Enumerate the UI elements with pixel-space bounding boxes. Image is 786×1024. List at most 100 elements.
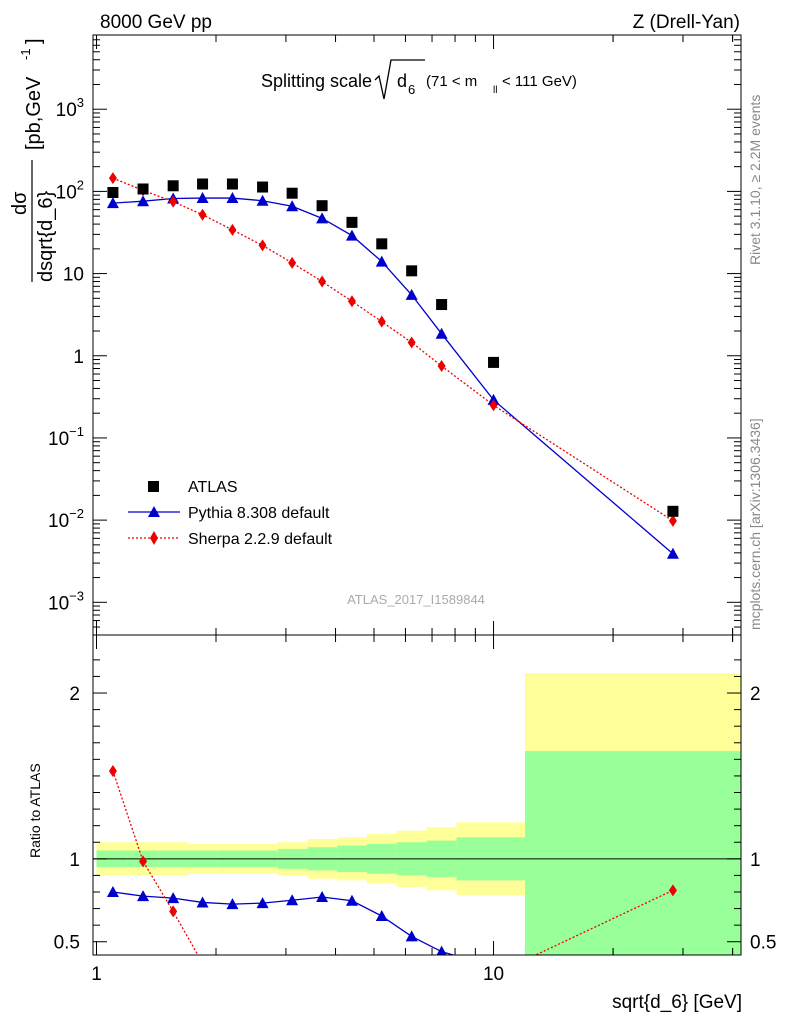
ratio-pythia-point [405,930,418,942]
ratio-pythia-point [375,910,388,922]
pythia-point [316,212,329,224]
atlas-point [226,178,238,190]
y-tick-label: 10 [63,265,84,286]
legend: ATLAS Pythia 8.308 default Sherpa 2.2.9 … [128,479,333,548]
sherpa-point [489,399,498,412]
ratio-y-tick-label-right: 1 [750,850,761,871]
ratio-sherpa-point [288,992,296,1004]
pythia-point [405,288,418,300]
sherpa-point [108,172,117,185]
ylabel-unit-sup: -1 [18,48,33,60]
y-tick-label: 1 [73,347,84,368]
ratio-y-tick-label-right: 0.5 [750,933,776,954]
x-axis-label: sqrt{d_6} [GeV] [612,992,742,1013]
x-tick-label: 1 [91,964,102,985]
legend-pythia-label: Pythia 8.308 default [188,505,330,522]
ratio-sherpa-point [228,974,236,986]
ylabel-unit-close: ] [23,38,45,44]
pythia-point [196,192,209,204]
sherpa-point [437,360,446,373]
ratio-sherpa-point [668,884,677,897]
atlas-point [257,181,269,193]
pythia-point [666,547,679,559]
atlas-point [436,299,448,311]
ratio-y-tick-label-right: 2 [750,684,761,705]
sherpa-point [169,195,178,208]
ratio-pythia-line [112,891,456,955]
atlas-point [406,265,418,277]
legend-atlas-marker [148,481,159,492]
pythia-point [137,195,150,207]
legend-sherpa-marker [150,531,158,545]
ratio-pythia-point [667,969,679,980]
pythia-point [226,192,239,204]
title-main: Splitting scale [261,71,372,91]
ratio-pythia-point [286,894,299,906]
ylabel-unit-open: [pb,GeV [23,76,45,150]
ratio-axes: 0.5 0.5 1 1 2 2 1 10 [54,635,776,985]
ratio-inner-band [524,751,741,955]
sherpa-point [258,239,267,252]
y-tick-label: 103 [56,95,84,121]
analysis-watermark: ATLAS_2017_I1589844 [347,592,485,607]
ratio-y-axis-label: Ratio to ATLAS [27,763,43,858]
atlas-point [167,180,179,192]
title-symbol-sub: 6 [408,82,415,97]
ratio-sherpa-point [108,764,117,777]
title-symbol: d [397,71,407,91]
y-tick-label: 10−1 [48,424,84,450]
ratio-sherpa-point [259,985,267,997]
atlas-point [346,216,358,228]
ratio-pythia-point [436,945,447,955]
ratio-pythia-point [345,894,358,906]
ratio-sherpa-point [408,995,416,1007]
mcplots-label: mcplots.cern.ch [arXiv:1306.3436] [747,418,763,630]
atlas-point [667,505,679,517]
ratio-sherpa-point [348,999,356,1011]
legend-atlas-label: ATLAS [188,479,238,496]
ratio-pythia-point [167,892,180,904]
pythia-point [345,229,358,241]
ratio-pythia-point [316,890,329,902]
main-y-axis-label: dσ dsqrt{d_6} [pb,GeV -1 ] [9,38,57,282]
ratio-sherpa-point [318,997,326,1009]
ratio-plot-frame [92,634,742,956]
atlas-point [376,238,388,250]
ratio-pythia-point [106,885,119,897]
plot-title: Splitting scale d 6 (71 < m ll < 111 GeV… [261,59,577,100]
sherpa-point [198,208,207,221]
sherpa-line [112,177,674,522]
pythia-point [286,200,299,212]
header-right-label: Z (Drell-Yan) [633,12,740,33]
ratio-pythia-point [137,890,150,902]
ratio-y-tick-label-left: 2 [69,684,80,705]
ratio-sherpa-point [169,905,178,918]
title-cut-sub: ll [493,85,497,96]
ratio-y-tick-label-left: 1 [69,850,80,871]
ratio-panel: 0.5 0.5 1 1 2 2 1 10 Ratio to ATLAS sqrt{d_6} [… [27,634,776,1013]
ratio-plot-marks [93,764,741,1011]
y-tick-label: 10−2 [48,506,84,532]
x-tick-label: 10 [483,964,504,985]
y-tick-label: 10−3 [48,588,84,614]
sherpa-point [228,223,237,236]
ratio-uncertainty-bands [96,673,741,955]
pythia-point [375,255,388,267]
ratio-sherpa-point [438,989,446,1001]
pythia-point [435,327,448,339]
ratio-pythia-point [256,897,269,909]
title-cut-close: < 111 GeV) [502,73,577,90]
ratio-y-tick-label-left: 0.5 [54,933,80,954]
sherpa-point [407,336,416,349]
ylabel-denominator: dsqrt{d_6} [35,190,57,282]
main-plot-marks [106,172,679,559]
atlas-point [107,186,119,198]
ratio-sherpa-point [139,855,148,868]
pythia-point [106,197,119,209]
atlas-point [488,356,500,368]
legend-pythia-marker [148,506,160,517]
sherpa-point [318,275,327,288]
atlas-point [137,183,149,195]
